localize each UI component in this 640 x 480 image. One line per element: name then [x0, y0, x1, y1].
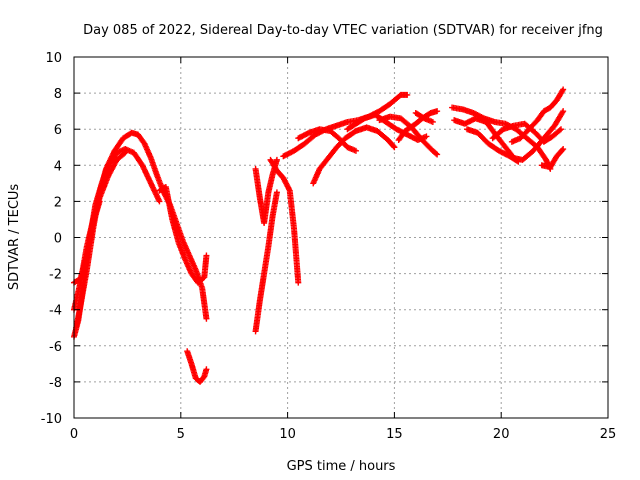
y-tick-label: -6	[49, 340, 62, 355]
data-point	[423, 133, 430, 140]
y-axis-label: SDTVAR / TECUs	[7, 184, 22, 291]
y-tick-label: 6	[54, 123, 62, 138]
data-point	[560, 86, 567, 93]
x-tick-label: 25	[600, 427, 617, 442]
x-tick-label: 20	[493, 427, 510, 442]
data-point	[514, 157, 521, 164]
y-tick-label: -4	[49, 304, 62, 319]
data-point	[96, 198, 103, 205]
data-point	[556, 127, 563, 134]
data-point	[121, 150, 128, 157]
series-track-6	[184, 348, 210, 385]
chart-title: Day 085 of 2022, Sidereal Day-to-day VTE…	[83, 23, 603, 38]
data-point	[273, 156, 280, 163]
x-tick-label: 0	[70, 427, 78, 442]
data-point	[560, 108, 567, 115]
data-point	[156, 198, 163, 205]
series-track-11	[295, 126, 359, 154]
data-point	[404, 91, 411, 98]
data-point	[295, 279, 302, 286]
y-tick-label: 4	[54, 159, 62, 174]
y-tick-label: 2	[54, 195, 62, 210]
series-track-21	[508, 86, 567, 145]
x-axis-label: GPS time / hours	[287, 459, 396, 474]
x-tick-label: 5	[177, 427, 185, 442]
y-tick-label: 8	[54, 87, 62, 102]
series-track-12	[310, 124, 398, 187]
axis-ticks: 0 5 10 15 20 25 -10 -8 -6 -4 -2 0 2 4 6 8 10	[41, 51, 617, 442]
data-point	[560, 146, 567, 153]
data-points	[71, 86, 567, 385]
series-track-4	[71, 198, 103, 286]
series-track-16	[412, 109, 436, 125]
y-tick-label: -8	[49, 376, 62, 391]
data-point	[352, 147, 359, 154]
y-tick-label: 10	[45, 51, 62, 66]
data-point	[515, 158, 522, 165]
series-track-15	[395, 108, 441, 144]
series-track-22	[538, 146, 567, 171]
data-point	[434, 108, 441, 115]
series-track-3	[71, 149, 129, 313]
y-tick-label: -2	[49, 268, 62, 283]
data-point	[203, 366, 210, 373]
data-point	[434, 151, 441, 158]
grid	[74, 57, 608, 418]
y-tick-label: -10	[41, 412, 62, 427]
data-point	[273, 189, 280, 196]
data-point	[433, 150, 440, 157]
data-point	[559, 147, 566, 154]
data-point	[122, 149, 129, 156]
data-point	[391, 144, 398, 151]
x-tick-label: 10	[279, 427, 296, 442]
series-track-5	[156, 183, 210, 286]
series-track-9	[267, 156, 302, 286]
data-point	[203, 252, 210, 259]
y-tick-label: 0	[54, 232, 62, 247]
x-tick-label: 15	[386, 427, 403, 442]
series-track-7	[252, 189, 280, 335]
data-point	[429, 118, 436, 125]
series-track-20	[489, 120, 565, 145]
series-track-14	[376, 113, 441, 158]
series-track-19	[464, 126, 522, 165]
data-point	[390, 143, 397, 150]
data-point	[203, 315, 210, 322]
series-track-8	[252, 156, 280, 227]
data-point	[558, 126, 565, 133]
